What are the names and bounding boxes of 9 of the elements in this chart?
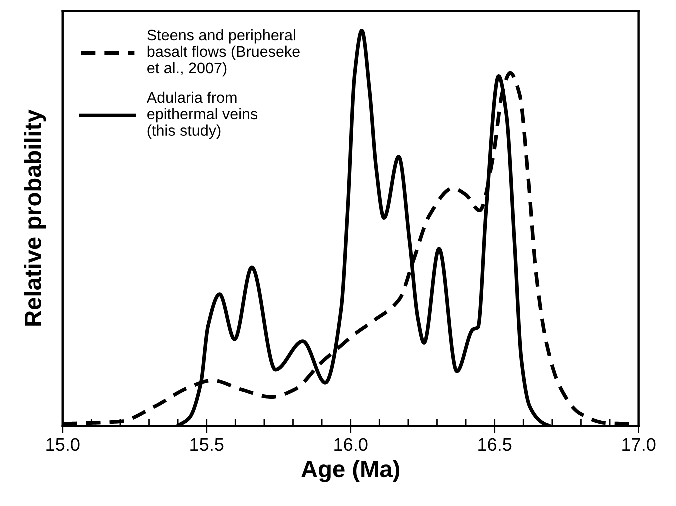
- x-tick-label: 16.0: [334, 438, 368, 452]
- legend-label: Adularia from epithermal veins (this study): [146, 92, 258, 140]
- legend-label: Steens and peripheral basalt flows (Brueseke et al., 2007): [148, 29, 300, 77]
- x-tick-label: 15.0: [46, 438, 80, 452]
- x-tick-label: 16.5: [478, 438, 512, 452]
- x-tick-label: 17.0: [622, 438, 656, 452]
- y-axis-title: Relative probability: [24, 110, 46, 326]
- x-axis-title: Age (Ma): [302, 460, 400, 482]
- x-tick-label: 15.5: [190, 438, 224, 452]
